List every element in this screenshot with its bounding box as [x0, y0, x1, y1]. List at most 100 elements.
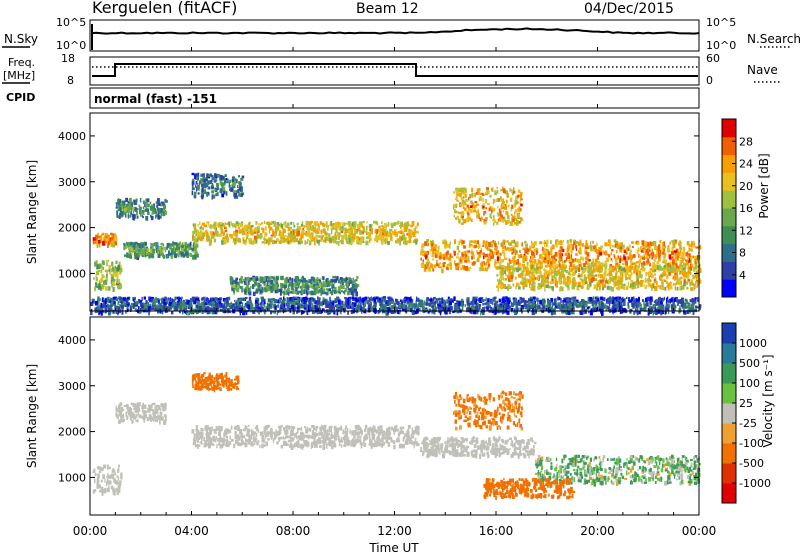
power-cell — [174, 253, 177, 259]
power-cell — [319, 280, 322, 284]
power-cell — [310, 220, 313, 224]
power-cell — [340, 280, 343, 285]
power-cell — [463, 207, 467, 211]
power-cell — [516, 262, 520, 265]
power-cell — [255, 280, 257, 285]
power-cell — [654, 254, 658, 259]
power-cell — [478, 192, 480, 195]
power-cell — [153, 208, 157, 212]
power-cell — [157, 244, 159, 249]
power-cell — [683, 310, 686, 314]
power-cell — [590, 278, 594, 283]
power-cell — [566, 277, 570, 282]
power-cell — [150, 204, 154, 207]
power-cell — [295, 287, 298, 292]
power-cell — [468, 197, 470, 201]
power-cell — [355, 230, 358, 234]
power-cell — [439, 266, 442, 269]
power-cell — [350, 231, 353, 236]
power-cell — [247, 226, 249, 230]
power-cell — [266, 286, 270, 290]
power-cell — [215, 226, 217, 232]
power-cell — [518, 286, 521, 290]
power-cell — [629, 265, 633, 270]
power-cell — [353, 288, 357, 292]
power-cell — [152, 208, 155, 213]
power-cell — [519, 249, 521, 253]
power-cell — [464, 188, 467, 194]
power-cell — [474, 201, 478, 204]
power-cell — [449, 262, 452, 266]
power-cell — [589, 245, 593, 250]
power-cell — [524, 255, 527, 259]
power-cell — [235, 283, 238, 288]
power-cell — [229, 188, 232, 192]
power-cell — [602, 277, 605, 281]
power-cell — [462, 206, 465, 210]
power-cell — [286, 240, 288, 243]
power-cell — [129, 200, 132, 203]
power-cell — [674, 252, 677, 256]
freq-panel-frame — [89, 56, 700, 86]
power-cell — [518, 221, 521, 224]
power-cell — [115, 274, 118, 277]
power-cell — [194, 229, 198, 233]
power-cell — [211, 175, 214, 180]
power-cell — [241, 175, 245, 179]
power-cell — [353, 281, 356, 285]
power-cell — [202, 185, 204, 190]
power-cell — [337, 286, 341, 292]
power-cell — [541, 263, 543, 267]
power-cell — [312, 238, 316, 242]
power-cell — [232, 307, 235, 311]
power-cell — [559, 272, 562, 277]
power-cell — [235, 190, 239, 194]
power-cell — [502, 267, 505, 271]
power-cell — [533, 274, 535, 279]
power-cell — [686, 309, 689, 315]
power-cell — [312, 279, 316, 283]
power-cell — [151, 210, 154, 215]
power-cell — [415, 240, 418, 245]
power-cell — [126, 308, 129, 313]
power-cell — [338, 241, 340, 246]
power-cell — [640, 267, 643, 271]
power-cell — [495, 266, 499, 270]
power-cell — [529, 283, 531, 288]
power-cell — [289, 282, 292, 287]
power-cell — [505, 273, 507, 277]
power-cell — [165, 211, 168, 215]
power-cell — [649, 270, 652, 273]
power-cell — [517, 189, 521, 193]
power-cell — [455, 266, 457, 270]
power-cell — [555, 243, 558, 248]
power-cell — [542, 278, 544, 282]
power-cell — [265, 226, 267, 231]
power-cell — [202, 231, 205, 234]
power-cell — [95, 234, 99, 239]
power-cell — [499, 210, 502, 216]
power-cell — [389, 228, 393, 232]
power-cell — [154, 211, 158, 214]
power-cell — [381, 225, 384, 228]
power-cell — [637, 284, 640, 289]
power-cell — [485, 192, 487, 196]
power-cell — [688, 247, 690, 252]
power-cell — [639, 257, 642, 263]
power-cell — [146, 248, 150, 251]
power-cell — [322, 239, 325, 243]
power-cell — [351, 284, 355, 289]
power-cell — [184, 241, 187, 246]
power-cell — [554, 264, 556, 269]
power-cell — [657, 251, 660, 255]
power-cell — [543, 277, 545, 281]
power-cell — [191, 190, 194, 196]
power-cell — [565, 256, 568, 262]
power-cell — [160, 203, 163, 207]
power-cell — [244, 281, 246, 285]
power-cell — [446, 267, 449, 271]
power-cell — [633, 262, 637, 265]
power-cell — [507, 283, 510, 287]
power-cell — [137, 306, 140, 310]
power-cell — [514, 253, 516, 256]
